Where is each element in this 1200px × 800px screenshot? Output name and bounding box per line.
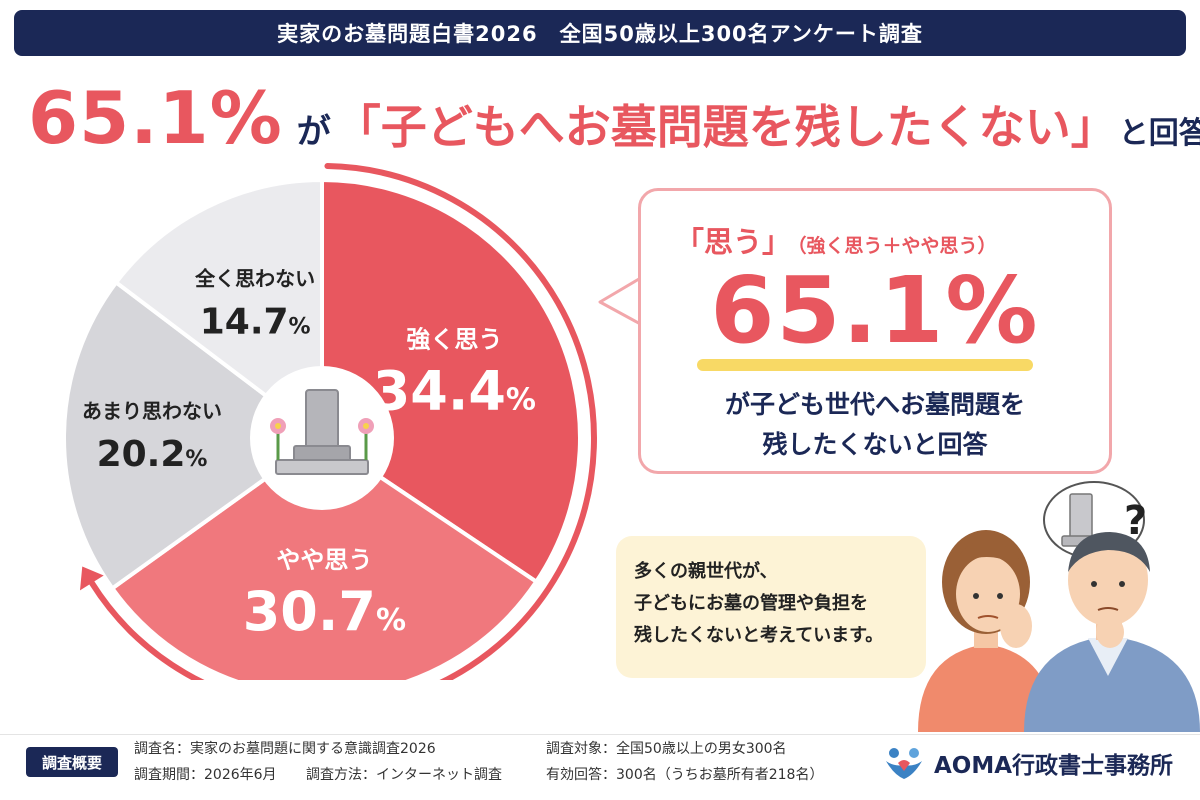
survey-method: 調査方法：インターネット調査 (306, 767, 502, 783)
pie-slice-4 (113, 177, 324, 443)
slice-value-label: 30.7% (243, 580, 406, 643)
headline: 65.1% が 「子どもへお墓問題を残したくない」 と回答 (28, 76, 1200, 166)
hands-heart-logo-icon (886, 748, 922, 779)
insight-note: 多くの親世代が、 子どもにお墓の管理や負担を 残したくないと考えています。 (616, 536, 926, 678)
note-line3: 残したくないと考えています。 (634, 625, 884, 646)
survey-title-banner: 実家のお墓問題白書2026 全国50歳以上300名アンケート調査 (14, 10, 1186, 56)
survey-target: 調査対象：全国50歳以上の男女300名 (546, 741, 787, 757)
highlight-underline (697, 359, 1033, 371)
slice-value-label: 14.7% (200, 302, 311, 343)
callout-desc-line2: 残したくないと回答 (762, 430, 988, 459)
survey-overview-footer: 調査概要 調査名：実家のお墓問題に関する意識調査2026 調査期間：2026年6… (0, 734, 1200, 800)
pie-chart: 強く思う 34.4% やや思う 30.7% あまり思わない 20.2% 全く思わない 14.7… (62, 163, 597, 680)
headline-percent: 65.1% (28, 76, 283, 160)
pie-slice-3 (62, 279, 326, 592)
company-logo: AOMA行政書士事務所 (884, 743, 1184, 783)
callout-description: が子ども世代へお墓問題を 残したくないと回答 (641, 385, 1109, 465)
survey-title: 実家のお墓問題白書2026 全国50歳以上300名アンケート調査 (277, 22, 923, 46)
man-figure-icon (1024, 532, 1200, 732)
woman-figure-icon (918, 530, 1054, 732)
pie-slices (62, 177, 582, 680)
pie-labels: 強く思う 34.4% やや思う 30.7% あまり思わない 20.2% 全く思わない 14.7… (82, 267, 536, 643)
grave-icon-disc (250, 366, 394, 510)
total-arrow-head (79, 566, 104, 591)
headline-quote: 「子どもへお墓問題を残したくない」 (334, 100, 1117, 154)
slice-category-label: 強く思う (406, 325, 502, 353)
callout-pointer (598, 274, 644, 328)
note-line2: 子どもにお墓の管理や負担を (634, 593, 868, 614)
summary-callout: 「思う」 （強く思う＋やや思う） 65.1% が子ども世代へお墓問題を 残したくな… (638, 188, 1112, 474)
headline-particle: が (296, 112, 331, 152)
grave-icon (270, 389, 374, 475)
callout-percent: 65.1% (710, 257, 1040, 364)
survey-name: 調査名：実家のお墓問題に関する意識調査2026 (134, 741, 436, 757)
total-arrow-arc (88, 163, 597, 680)
company-name: AOMA行政書士事務所 (934, 753, 1174, 779)
headline-tail: と回答 (1118, 116, 1200, 151)
slice-value-label: 20.2% (97, 434, 208, 475)
slice-category-label: やや思う (276, 546, 372, 574)
slice-category-label: 全く思わない (194, 267, 315, 291)
pie-slice-1 (320, 177, 582, 585)
slice-value-label: 34.4% (373, 359, 536, 422)
worried-couple-illustration: ? (918, 481, 1200, 732)
callout-subtitle: （強く思う＋やや思う） (797, 235, 997, 257)
callout-desc-line1: が子ども世代へお墓問題を (724, 390, 1025, 419)
question-mark: ? (1124, 498, 1147, 544)
slice-category-label: あまり思わない (82, 399, 222, 423)
pie-slice-2 (109, 435, 540, 680)
callout-omou: 「思う」 (675, 225, 792, 259)
callout-heading: 「思う」 （強く思う＋やや思う） (675, 219, 997, 261)
overview-badge: 調査概要 (26, 747, 118, 777)
note-line1: 多くの親世代が、 (634, 561, 778, 582)
survey-period: 調査期間：2026年6月 (134, 767, 277, 783)
valid-answers: 有効回答：300名（うちお墓所有者218名） (546, 767, 824, 783)
